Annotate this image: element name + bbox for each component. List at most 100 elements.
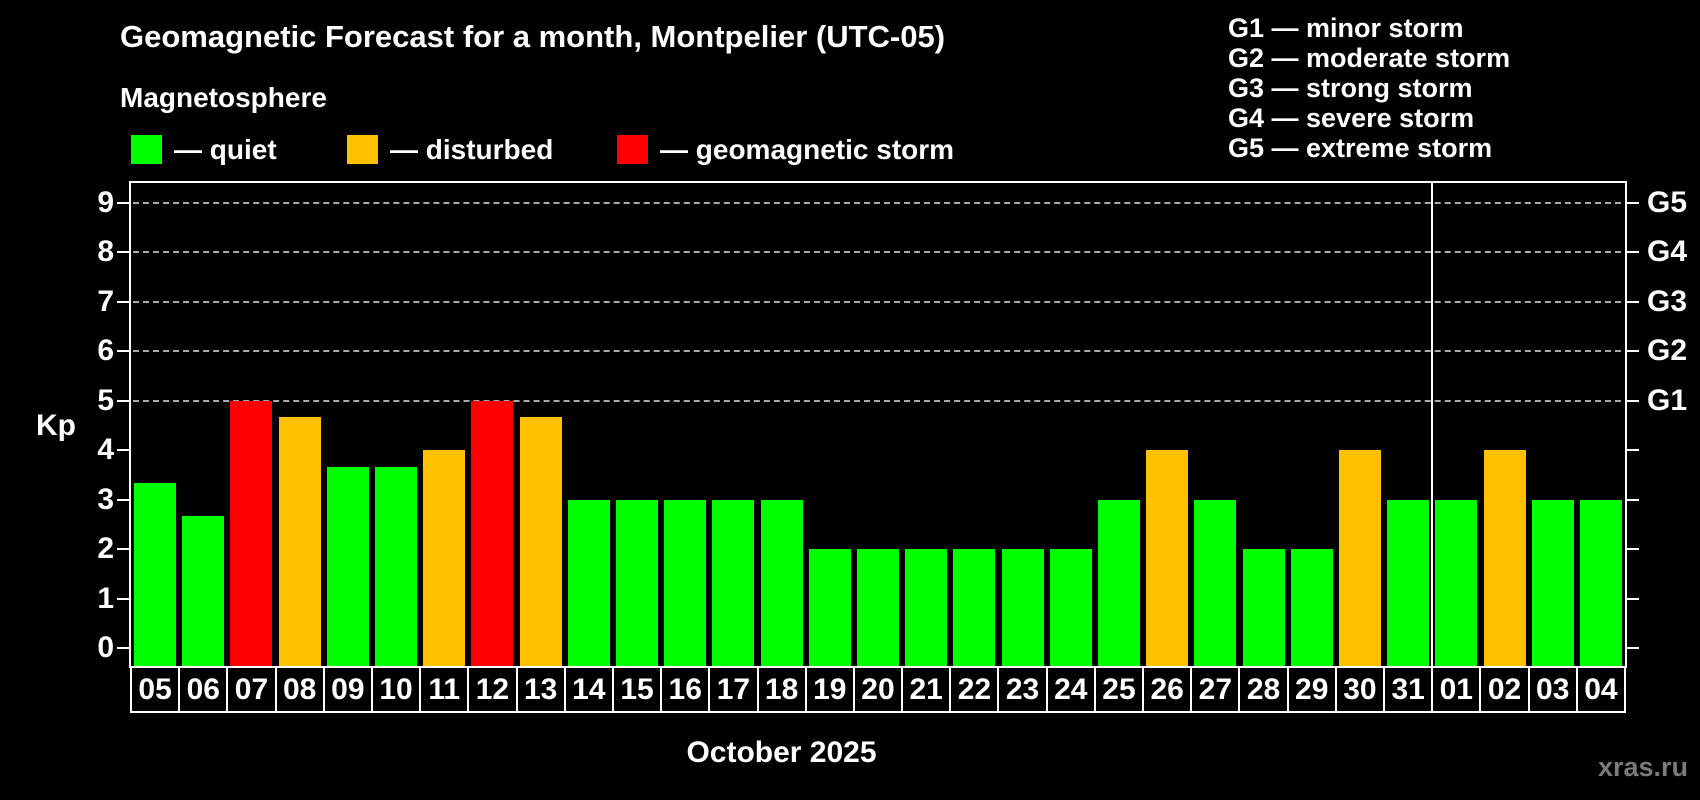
y-tick-left <box>117 498 129 501</box>
y-tick-left <box>117 449 129 452</box>
day-label-12: 12 <box>467 666 518 713</box>
gridline-kp-8 <box>133 251 1621 254</box>
bar-day-03 <box>1531 499 1574 668</box>
day-label-25: 25 <box>1093 666 1145 713</box>
y-tick-label: 7 <box>97 284 114 318</box>
day-label-09: 09 <box>322 666 373 713</box>
y-tick-right <box>1627 300 1639 303</box>
bar-day-09 <box>326 466 369 668</box>
gscale-legend-line-g3: G3 — strong storm <box>1228 73 1473 103</box>
bar-day-28 <box>1242 549 1285 668</box>
y-tick-label: 2 <box>97 532 114 566</box>
day-label-16: 16 <box>660 666 711 713</box>
bar-day-18 <box>760 499 803 668</box>
x-axis-title: October 2025 <box>686 736 877 769</box>
legend-label-quiet: — quiet <box>174 133 277 165</box>
y-tick-left <box>117 399 129 402</box>
y-tick-left <box>117 548 129 551</box>
bar-day-20 <box>857 549 899 668</box>
bar-day-16 <box>664 499 707 668</box>
legend-item-disturbed: — disturbed <box>347 134 553 165</box>
bar-day-31 <box>1387 499 1430 668</box>
day-label-26: 26 <box>1142 666 1193 713</box>
bar-day-08 <box>278 417 321 668</box>
g-scale-label-g4: G4 <box>1647 235 1688 269</box>
day-label-22: 22 <box>949 666 1000 713</box>
g-scale-label-g3: G3 <box>1647 284 1688 318</box>
day-label-30: 30 <box>1334 666 1386 713</box>
y-tick-right <box>1627 498 1639 501</box>
y-tick-right <box>1627 647 1639 650</box>
day-label-02: 02 <box>1479 666 1530 713</box>
day-label-23: 23 <box>997 666 1048 713</box>
bar-day-19 <box>808 549 851 668</box>
y-tick-right <box>1627 399 1639 402</box>
bar-day-14 <box>567 499 610 668</box>
legend-item-quiet: — quiet <box>131 134 277 165</box>
y-tick-label: 3 <box>97 482 114 516</box>
day-label-01: 01 <box>1431 666 1482 713</box>
day-label-14: 14 <box>563 666 614 713</box>
bar-day-26 <box>1146 450 1189 668</box>
y-tick-label: 8 <box>97 235 114 269</box>
y-tick-label: 0 <box>97 631 114 665</box>
bar-day-05 <box>134 483 177 668</box>
y-tick-left <box>117 597 129 600</box>
chart-title: Geomagnetic Forecast for a month, Montpe… <box>120 19 946 54</box>
y-tick-right <box>1627 350 1639 353</box>
y-tick-right <box>1627 251 1639 254</box>
y-tick-label: 4 <box>97 433 114 467</box>
bar-day-23 <box>1001 549 1044 668</box>
legend-label-disturbed: — disturbed <box>390 133 554 165</box>
storm-color-swatch <box>617 135 648 164</box>
y-tick-left <box>117 647 129 650</box>
day-label-11: 11 <box>419 666 470 713</box>
day-label-27: 27 <box>1190 666 1241 713</box>
bar-day-02 <box>1483 450 1526 668</box>
gscale-legend: G1 — minor storm G2 — moderate storm G3 … <box>1228 13 1510 163</box>
day-label-07: 07 <box>226 666 277 713</box>
bar-day-15 <box>616 499 659 668</box>
day-label-24: 24 <box>1045 666 1096 713</box>
day-label-13: 13 <box>515 666 566 713</box>
g-scale-label-g1: G1 <box>1647 383 1688 417</box>
bar-day-21 <box>905 549 948 668</box>
bar-day-04 <box>1579 499 1622 668</box>
chart-subtitle: Magnetosphere <box>120 82 327 113</box>
day-label-21: 21 <box>901 666 952 713</box>
gridline-kp-9 <box>133 201 1621 204</box>
gridline-kp-5 <box>133 399 1621 402</box>
bar-day-07 <box>230 400 273 668</box>
y-tick-right <box>1627 548 1639 551</box>
gscale-legend-line-g1: G1 — minor storm <box>1228 13 1464 43</box>
y-tick-label: 5 <box>97 383 114 417</box>
gridline-kp-6 <box>133 350 1621 353</box>
disturbed-color-swatch <box>347 135 378 164</box>
day-label-15: 15 <box>611 666 663 713</box>
bar-day-30 <box>1338 450 1381 668</box>
bar-day-12 <box>471 400 514 668</box>
legend-label-storm: — geomagnetic storm <box>660 133 955 165</box>
month-separator-line <box>1431 183 1434 668</box>
bar-day-24 <box>1049 549 1092 668</box>
y-tick-left <box>117 350 129 353</box>
day-label-28: 28 <box>1238 666 1289 713</box>
bar-day-10 <box>375 466 418 668</box>
bar-day-11 <box>423 450 466 668</box>
bar-day-01 <box>1435 499 1478 668</box>
y-tick-left <box>117 201 129 204</box>
day-label-10: 10 <box>370 666 422 713</box>
y-tick-label: 9 <box>97 185 114 219</box>
y-tick-right <box>1627 597 1639 600</box>
g-scale-label-g2: G2 <box>1647 334 1688 368</box>
quiet-color-swatch <box>131 135 162 164</box>
day-label-04: 04 <box>1575 666 1626 713</box>
day-label-29: 29 <box>1286 666 1337 713</box>
day-label-18: 18 <box>756 666 807 713</box>
y-tick-right <box>1627 201 1639 204</box>
gridline-kp-7 <box>133 300 1621 303</box>
day-label-19: 19 <box>804 666 855 713</box>
day-label-05: 05 <box>130 666 181 713</box>
bar-day-17 <box>712 499 755 668</box>
